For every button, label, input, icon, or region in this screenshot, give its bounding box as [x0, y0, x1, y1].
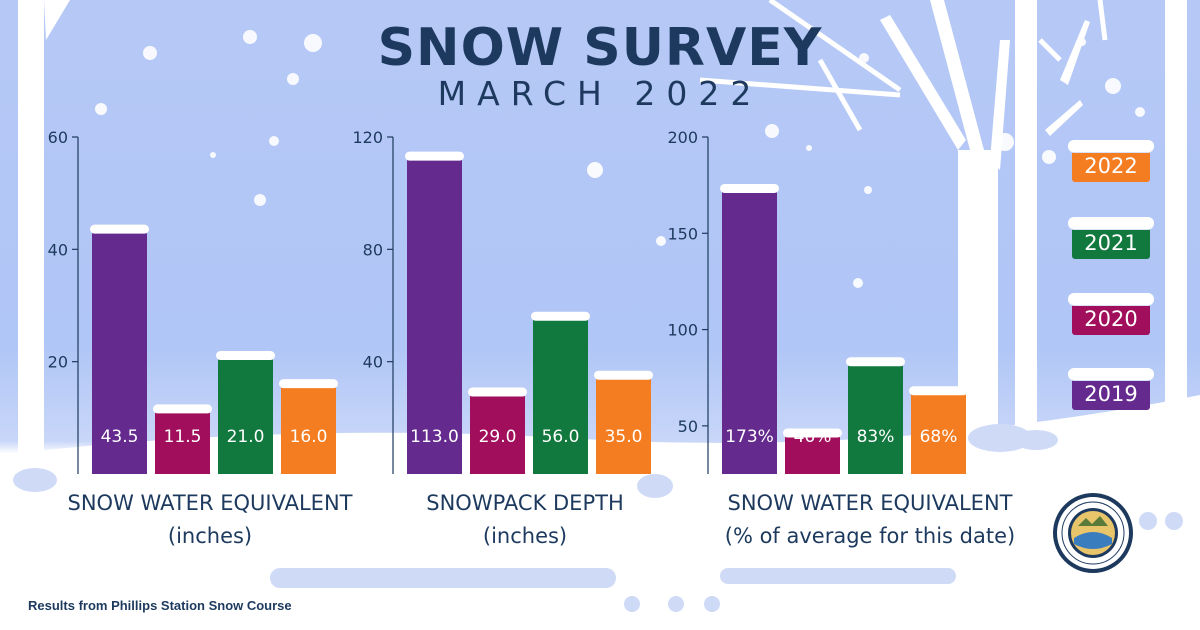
swe-percent-data-label-2020: 46% [794, 427, 832, 447]
branches-decoration [699, 0, 1108, 132]
swe-percent-y-tick-label-1: 100 [667, 321, 698, 340]
snowpack-depth-y-tick-label-2: 120 [352, 128, 383, 147]
legend-label-2020: 2020 [1084, 307, 1138, 331]
dwr-seal-logo [1053, 493, 1133, 573]
caption-snowpack-depth: SNOWPACK DEPTH (inches) [395, 487, 655, 553]
snowpack-depth-data-label-2021: 56.0 [542, 427, 580, 447]
snowpack-depth-data-label-2019: 113.0 [410, 427, 459, 447]
swe-inches-y-tick-label-0: 20 [48, 353, 68, 372]
swe-inches-bar-2019 [92, 229, 147, 474]
caption-snowpack-depth-line1: SNOWPACK DEPTH [426, 491, 624, 515]
swe-percent-data-label-2021: 83% [857, 427, 895, 447]
swe-inches-data-label-2020: 11.5 [164, 427, 202, 447]
legend-label-2019: 2019 [1084, 382, 1138, 406]
swe-inches-snowcap-2019 [90, 224, 149, 234]
snowpack-depth-snowcap-2021 [531, 311, 590, 321]
snowflakes-decoration [95, 30, 1145, 288]
swe-inches-y-tick-label-1: 40 [48, 240, 68, 259]
swe-inches-snowcap-2022 [279, 379, 338, 389]
snowpack-depth-data-label-2022: 35.0 [605, 427, 643, 447]
caption-snowpack-depth-line2: (inches) [482, 524, 568, 548]
snowpack-depth-bar-2020 [470, 392, 525, 474]
swe-percent-snowcap-2020 [783, 428, 842, 438]
legend-snowcap-2020 [1068, 293, 1154, 305]
legend-item-2022: 2022 [1068, 140, 1154, 182]
chart-swe-percent-svg: 50 100 150 200 173% 46% 83% 68% [667, 128, 968, 474]
snowpack-depth-y-tick-label-0: 40 [363, 353, 383, 372]
swe-percent-y-tick-label-3: 200 [667, 128, 698, 147]
snowpack-depth-bar-2019 [407, 156, 462, 474]
caption-swe-inches: SNOW WATER EQUIVALENT (inches) [45, 487, 375, 553]
swe-percent-y-tick-label-2: 150 [667, 224, 698, 243]
swe-inches-snowcap-2021 [216, 351, 275, 361]
caption-swe-inches-line1: SNOW WATER EQUIVALENT [67, 491, 353, 515]
legend-snowcap-2021 [1068, 217, 1154, 229]
chart-swe-inches: 20 40 60 43.5 11.5 21.0 16.0 [40, 120, 360, 485]
caption-swe-percent: SNOW WATER EQUIVALENT (% of average for … [695, 487, 1045, 553]
snowpack-depth-snowcap-2022 [594, 370, 653, 380]
swe-inches-bar-2021 [218, 356, 273, 474]
legend-item-2020: 2020 [1068, 293, 1154, 335]
legend-item-2021: 2021 [1068, 217, 1154, 259]
chart-snowpack-depth: 40 80 120 113.0 29.0 56.0 35.0 [352, 120, 675, 485]
swe-percent-snowcap-2021 [846, 357, 905, 367]
swe-inches-data-label-2019: 43.5 [101, 427, 139, 447]
footer-source: Results from Phillips Station Snow Cours… [28, 598, 292, 613]
swe-inches-data-label-2022: 16.0 [290, 427, 328, 447]
swe-percent-snowcap-2019 [720, 183, 779, 193]
snowpack-depth-data-label-2020: 29.0 [479, 427, 517, 447]
swe-inches-bar-2022 [281, 384, 336, 474]
snowpack-depth-snowcap-2019 [405, 151, 464, 161]
caption-swe-percent-line2: (% of average for this date) [724, 524, 1016, 548]
legend-label-2021: 2021 [1084, 231, 1138, 255]
swe-inches-data-label-2021: 21.0 [227, 427, 265, 447]
swe-percent-bar-2020 [785, 433, 840, 474]
chart-swe-percent: 50 100 150 200 173% 46% 83% 68% [667, 120, 990, 485]
swe-inches-snowcap-2020 [153, 404, 212, 414]
swe-percent-snowcap-2022 [909, 386, 968, 396]
legend-snowcap-2022 [1068, 140, 1154, 152]
snowpack-depth-y-tick-label-1: 80 [363, 240, 383, 259]
chart-snowpack-depth-svg: 40 80 120 113.0 29.0 56.0 35.0 [352, 128, 653, 474]
legend-snowcap-2019 [1068, 368, 1154, 380]
page-subtitle: MARCH 2022 [437, 74, 763, 113]
swe-percent-data-label-2022: 68% [920, 427, 958, 447]
caption-swe-inches-line2: (inches) [167, 524, 253, 548]
swe-percent-bar-2022 [911, 391, 966, 474]
swe-percent-bar-2021 [848, 362, 903, 474]
swe-inches-y-tick-label-2: 60 [48, 128, 68, 147]
swe-percent-bar-2019 [722, 188, 777, 474]
snowpack-depth-bar-2021 [533, 316, 588, 474]
swe-inches-bar-2020 [155, 409, 210, 474]
page-title: SNOW SURVEY [377, 18, 823, 78]
legend-item-2019: 2019 [1068, 368, 1154, 410]
legend-label-2022: 2022 [1084, 154, 1138, 178]
snow-mounds-decoration [13, 424, 1183, 612]
swe-percent-y-tick-label-0: 50 [678, 417, 698, 436]
swe-percent-data-label-2019: 173% [725, 427, 774, 447]
snowpack-depth-snowcap-2020 [468, 387, 527, 397]
snowpack-depth-bar-2022 [596, 375, 651, 474]
chart-swe-inches-svg: 20 40 60 43.5 11.5 21.0 16.0 [48, 128, 338, 474]
caption-swe-percent-line1: SNOW WATER EQUIVALENT [727, 491, 1013, 515]
